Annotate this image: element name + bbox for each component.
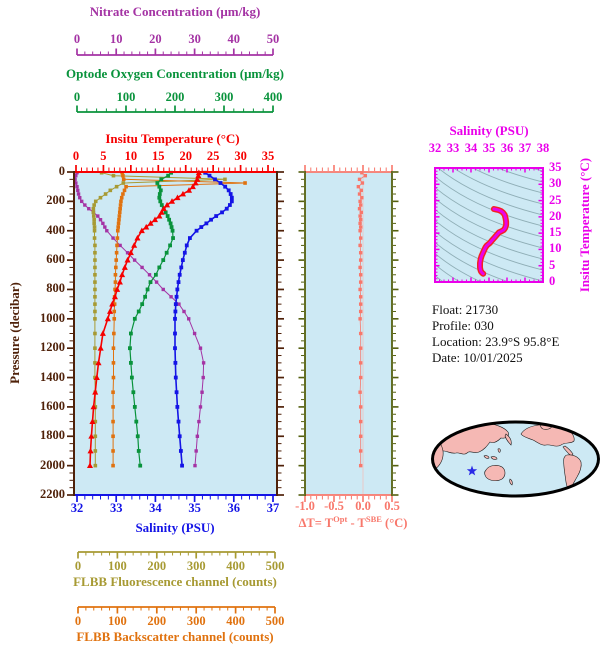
tick-label: 0.5 [384,499,400,513]
tick-label: 35 [482,141,496,155]
pressure-axis-title: Pressure (decibar) [7,282,22,384]
fluorescence-axis-title: FLBB Fluorescence channel (counts) [73,574,277,589]
tick-label: 10 [549,241,562,256]
tick-label: 1600 [40,398,65,413]
tick-label: 25 [549,192,562,207]
location-line: Location: 23.9°S 95.8°E [432,334,560,349]
date-line: Date: 10/01/2025 [432,350,523,365]
tick-label: 37 [518,141,532,155]
tick-label: 0 [74,614,82,628]
tick-label: 200 [147,614,167,628]
tick-label: 38 [536,141,550,155]
tick-label: 2200 [40,487,65,501]
tick-label: 30 [234,149,247,163]
tick-label: 35 [188,501,201,515]
tick-label: 0 [73,32,81,46]
tick-label: 40 [227,32,241,46]
tick-label: 10 [109,32,123,46]
tick-label: 20 [149,32,162,46]
tick-label: 1000 [40,310,65,325]
tick-label: 200 [147,559,167,573]
tick-label: 100 [108,559,127,573]
salinity-axis-title: Salinity (PSU) [135,520,215,535]
tick-label: 400 [226,559,245,573]
tick-label: 25 [206,149,220,163]
nitrate-axis-title: Nitrate Concentration (μm/kg) [89,4,261,19]
temperature-axis-title: Insitu Temperature (°C) [105,131,240,146]
tick-label: 36 [500,141,514,155]
tick-label: 0 [58,164,65,178]
tick-label: 20 [549,208,562,223]
profile-line: Profile: 030 [432,318,494,333]
tick-label: 0 [72,149,80,163]
tick-label: -0.5 [324,499,344,513]
tick-label: 400 [263,90,283,104]
ts-ylabel: Insitu Temperature (°C) [577,157,592,293]
ts-diagram-title: Salinity (PSU) [449,123,529,138]
tick-label: 300 [214,90,234,104]
tick-label: 500 [265,614,285,628]
tick-label: 33 [109,501,123,515]
world-map [431,420,600,498]
tick-label: 15 [549,225,562,240]
tick-label: 30 [188,32,201,46]
tick-label: 20 [179,149,192,163]
float-id-line: Float: 21730 [432,302,499,317]
tick-label: -1.0 [295,499,315,513]
tick-label: 32 [428,141,442,155]
oxygen-axis-title: Optode Oxygen Concentration (μm/kg) [66,66,284,81]
tick-label: 30 [549,176,562,191]
tick-label: 36 [227,501,241,515]
delta-t-axis-title: ΔT= TOpt - TSBE (°C) [298,514,408,531]
tick-label: 400 [226,614,245,628]
float-location-star [466,465,478,476]
tick-label: 1200 [40,340,65,355]
tick-label: 37 [266,501,280,515]
tick-label: 34 [149,501,162,515]
tick-label: 500 [265,559,285,573]
tick-label: 100 [108,614,127,628]
tick-label: 300 [186,559,206,573]
tick-label: 34 [464,141,478,155]
tick-label: 600 [46,252,65,267]
tick-label: 2000 [40,457,65,472]
tick-label: 33 [446,141,460,155]
tick-label: 300 [186,614,206,628]
tick-label: 32 [70,501,84,515]
tick-label: 0 [73,90,81,104]
tick-label: 15 [152,149,165,163]
tick-label: 5 [100,149,107,163]
tick-label: 35 [261,149,275,163]
tick-label: 0 [74,559,82,573]
tick-label: 400 [46,222,65,237]
tick-label: 200 [46,193,65,208]
tick-label: 0.0 [355,499,371,513]
tick-label: 1400 [40,369,65,384]
tick-label: 100 [116,90,136,104]
tick-label: 800 [46,281,65,296]
backscatter-axis-title: FLBB Backscatter channel (counts) [76,629,274,644]
tick-label: 35 [549,160,562,174]
tick-label: 200 [165,90,185,104]
tick-label: 5 [549,257,556,272]
tick-label: 1800 [40,428,65,443]
tick-label: 50 [266,32,280,46]
tick-label: 10 [124,149,138,163]
tick-label: 0 [549,274,556,288]
